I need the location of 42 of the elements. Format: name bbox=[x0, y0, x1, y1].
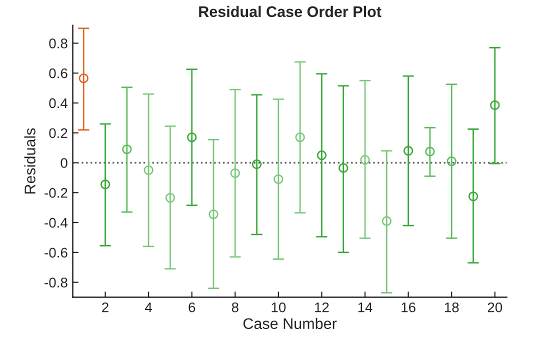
y-tick-label: 0 bbox=[60, 158, 68, 168]
x-tick-label: 4 bbox=[145, 302, 152, 312]
point bbox=[295, 132, 305, 142]
point bbox=[252, 159, 262, 170]
point bbox=[100, 180, 110, 190]
x-tick-label: 10 bbox=[272, 302, 286, 312]
x-tick-label: 20 bbox=[488, 302, 502, 312]
y-tick-label: -0.4 bbox=[44, 218, 68, 228]
y-axis-title: Residuals bbox=[24, 128, 36, 194]
chart-title: Residual Case Order Plot bbox=[199, 6, 382, 18]
point bbox=[382, 216, 392, 226]
x-tick-label: 12 bbox=[315, 302, 329, 312]
x-tick-label: 18 bbox=[444, 302, 459, 312]
x-tick-label: 14 bbox=[358, 302, 372, 312]
y-tick-label: 0.2 bbox=[49, 128, 68, 138]
point bbox=[208, 209, 218, 220]
point bbox=[425, 146, 435, 156]
point bbox=[403, 146, 414, 156]
x-tick-label: 8 bbox=[232, 302, 238, 312]
y-tick-label: -0.6 bbox=[44, 248, 68, 258]
y-tick-label: -0.2 bbox=[44, 188, 68, 198]
y-tick-label: 0.8 bbox=[49, 38, 68, 48]
point bbox=[144, 165, 154, 176]
point bbox=[230, 168, 240, 178]
point bbox=[122, 144, 132, 154]
point bbox=[360, 154, 370, 165]
point bbox=[316, 150, 327, 160]
point bbox=[78, 73, 88, 84]
y-tick-label: -0.8 bbox=[44, 278, 68, 288]
point bbox=[165, 193, 176, 203]
x-tick-label: 6 bbox=[188, 302, 196, 312]
point bbox=[338, 163, 348, 173]
x-tick-label: 2 bbox=[102, 302, 108, 312]
y-tick-label: 0.4 bbox=[49, 98, 68, 108]
point bbox=[186, 132, 197, 142]
point bbox=[446, 156, 456, 166]
point bbox=[490, 100, 500, 110]
x-tick-label: 16 bbox=[402, 302, 416, 312]
y-tick-label: 0.6 bbox=[49, 68, 68, 78]
point bbox=[274, 174, 284, 184]
x-axis-title: Case Number bbox=[243, 318, 337, 330]
point bbox=[468, 192, 478, 202]
